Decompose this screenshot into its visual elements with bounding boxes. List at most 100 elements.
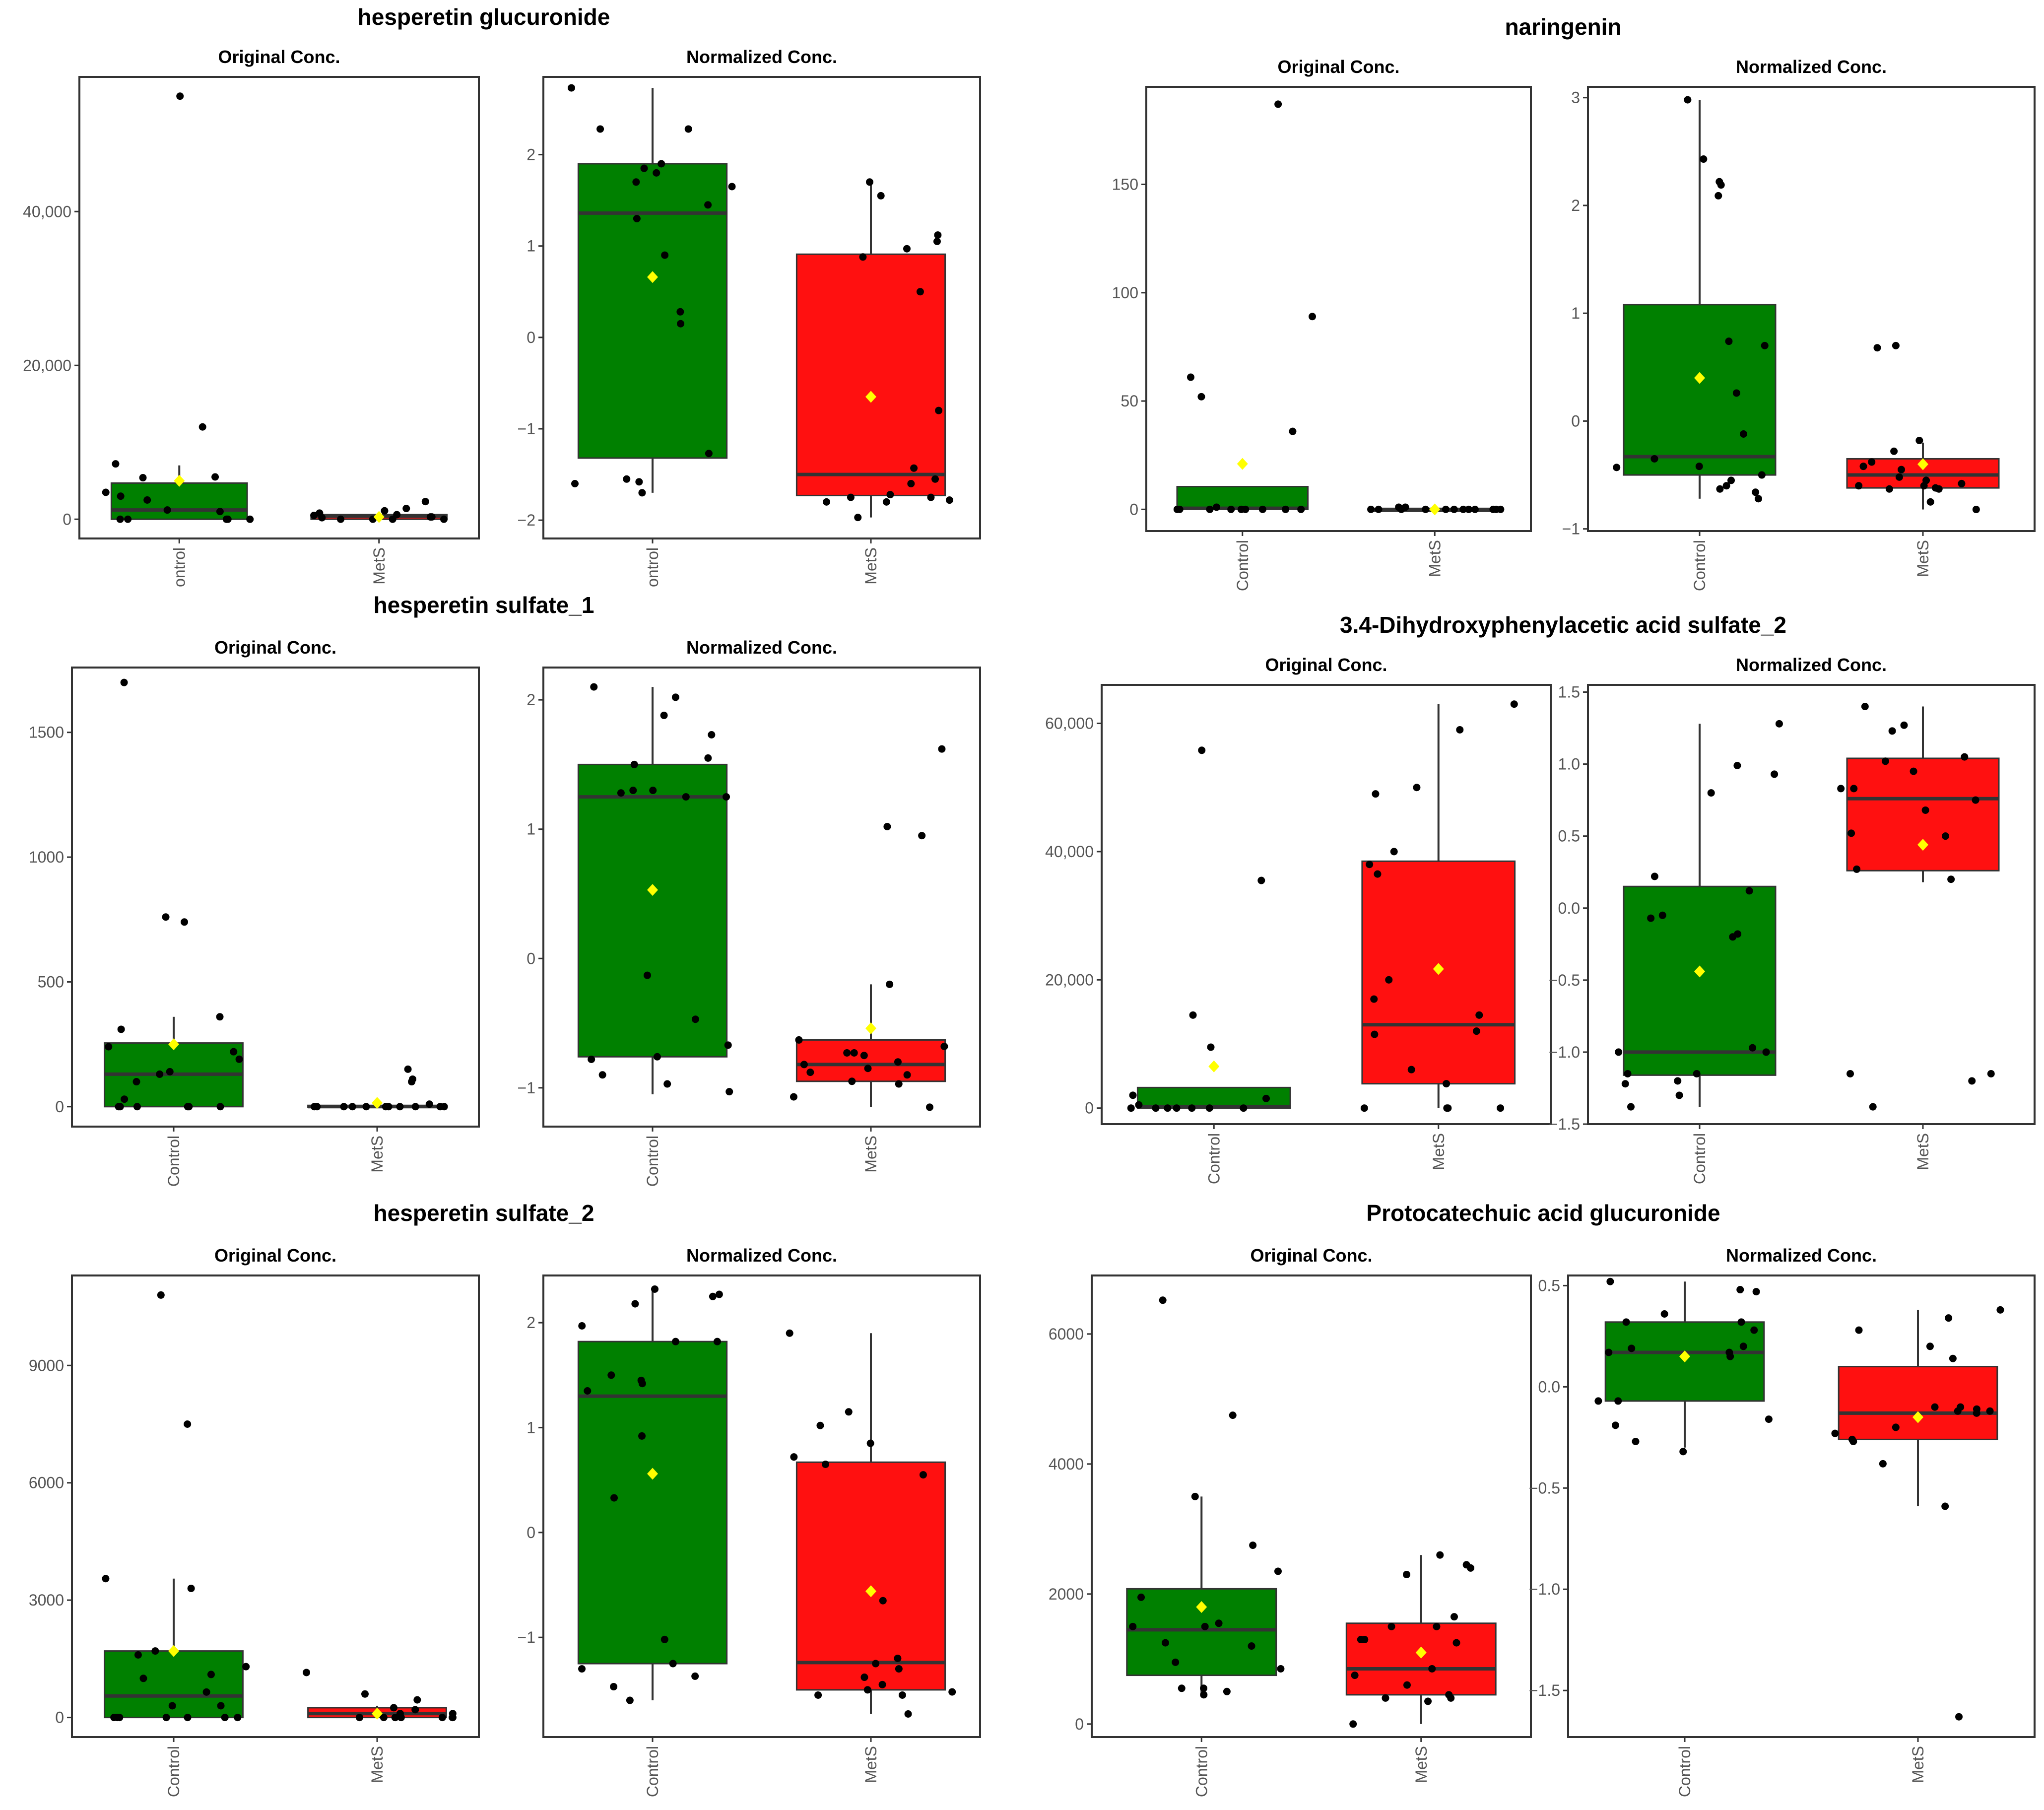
data-point <box>643 971 651 979</box>
data-point <box>1456 726 1464 734</box>
data-point <box>903 1071 911 1079</box>
data-point <box>633 214 641 222</box>
data-point <box>1407 1066 1415 1073</box>
panel-frame <box>78 76 480 539</box>
data-point <box>1674 1077 1682 1085</box>
data-point <box>1752 488 1760 496</box>
y-tick-label: −1.5 <box>1529 1681 1560 1699</box>
box-mets <box>1367 503 1505 516</box>
data-point <box>216 1013 224 1021</box>
data-point <box>1387 1622 1395 1630</box>
data-point <box>1201 1622 1209 1630</box>
data-point <box>1693 1070 1701 1077</box>
mean-marker <box>174 474 185 487</box>
data-point <box>704 754 712 762</box>
data-point <box>1249 1542 1257 1549</box>
iqr-box <box>1838 1366 1998 1440</box>
data-point <box>886 980 894 988</box>
data-point <box>790 1093 797 1101</box>
data-point <box>1206 505 1214 513</box>
y-tick-label: 0.5 <box>1558 827 1580 845</box>
data-point <box>918 832 926 840</box>
data-point <box>895 1665 903 1673</box>
data-point <box>221 1714 229 1722</box>
data-point <box>1215 1619 1223 1627</box>
metabolite-title: naringenin <box>1505 14 1621 40</box>
box-mets <box>786 1329 956 1718</box>
y-tick-label: 1000 <box>29 848 64 866</box>
data-point <box>883 822 891 830</box>
data-point <box>1961 753 1969 761</box>
data-point <box>1739 430 1747 438</box>
x-category-label: MetS <box>862 547 880 585</box>
data-point <box>198 423 206 431</box>
y-tick-label: 1.5 <box>1558 683 1580 701</box>
data-point <box>1605 1348 1613 1356</box>
data-point <box>1227 505 1235 513</box>
x-category-label: Control <box>1192 1746 1210 1797</box>
data-point <box>1424 1697 1432 1705</box>
data-point <box>653 169 660 177</box>
panel-frame <box>1091 1274 1532 1738</box>
data-point <box>910 464 918 472</box>
data-point <box>823 498 831 506</box>
data-point <box>610 1494 618 1502</box>
data-point <box>1926 1342 1934 1350</box>
data-point <box>1274 100 1282 108</box>
panel-title: Normalized Conc. <box>686 1245 837 1266</box>
data-point <box>1855 1326 1863 1334</box>
box-control <box>577 683 733 1096</box>
y-tick-label: 2 <box>527 691 535 709</box>
data-point <box>162 913 170 921</box>
box-mets <box>310 498 448 523</box>
data-point <box>814 1691 822 1699</box>
box-control <box>104 678 244 1111</box>
box-control <box>1594 1277 1773 1456</box>
data-point <box>1622 1318 1630 1326</box>
box-control <box>1613 96 1777 503</box>
x-category-label: MetS <box>862 1136 880 1173</box>
data-point <box>1695 463 1703 470</box>
panel-title: Normalized Conc. <box>1736 655 1887 675</box>
data-point <box>168 1702 176 1710</box>
data-point <box>1890 447 1898 455</box>
data-point <box>1986 1407 1994 1415</box>
data-point <box>411 1706 419 1714</box>
y-tick-label: 500 <box>38 973 64 991</box>
data-point <box>1675 1091 1683 1099</box>
data-point <box>234 1714 242 1722</box>
data-point <box>1765 1415 1773 1423</box>
data-point <box>671 693 679 701</box>
data-point <box>1510 700 1518 708</box>
data-point <box>117 1025 125 1033</box>
data-point <box>1497 1104 1505 1112</box>
mean-marker <box>1679 1350 1690 1363</box>
data-point <box>865 178 873 186</box>
data-point <box>1837 785 1845 793</box>
box-control <box>1127 746 1291 1112</box>
data-point <box>1289 427 1297 435</box>
data-point <box>143 496 151 504</box>
data-point <box>1762 1048 1770 1056</box>
data-point <box>1921 806 1929 814</box>
data-point <box>691 1672 699 1680</box>
data-point <box>677 320 685 328</box>
data-point <box>242 1663 250 1671</box>
data-point <box>1614 1397 1622 1405</box>
y-tick-label: 2 <box>527 146 535 164</box>
mean-marker <box>865 1022 876 1034</box>
data-point <box>310 1103 318 1111</box>
data-point <box>1987 1070 1995 1077</box>
y-tick-label: 2000 <box>1049 1585 1084 1603</box>
mean-marker <box>168 1645 179 1657</box>
data-point <box>898 1691 906 1699</box>
box-mets <box>302 1669 457 1722</box>
data-point <box>1465 505 1473 513</box>
data-point <box>1395 503 1403 511</box>
data-point <box>1611 1421 1619 1429</box>
data-point <box>895 1080 903 1088</box>
data-point <box>1733 761 1741 769</box>
data-point <box>1739 1342 1747 1350</box>
data-point <box>1855 482 1863 490</box>
